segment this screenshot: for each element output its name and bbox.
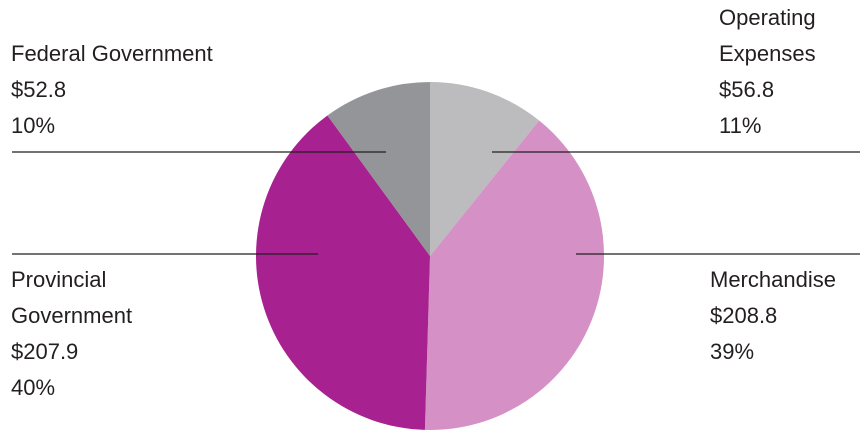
slice-label-operating-expenses: Operating Expenses $56.8 11% — [719, 0, 816, 144]
pie-slice-operating — [430, 82, 540, 256]
slice-name-provincial-line1: Provincial — [11, 267, 107, 292]
leader-lines — [12, 151, 860, 255]
slice-value-merchandise: $208.8 — [710, 303, 778, 328]
slice-name-operating-line2: Expenses — [719, 41, 816, 66]
pie-slice-provincial — [255, 115, 430, 430]
slice-percent-provincial: 40% — [11, 375, 56, 400]
slice-percent-federal: 10% — [11, 113, 56, 138]
slice-percent-merchandise: 39% — [710, 339, 755, 364]
slice-label-provincial-government: Provincial Government $207.9 40% — [11, 262, 132, 406]
pie-slice-merchandise — [424, 120, 604, 430]
slice-label-merchandise: Merchandise $208.8 39% — [710, 262, 836, 370]
slice-percent-operating: 11% — [719, 113, 762, 138]
slice-name-merchandise: Merchandise — [710, 267, 836, 292]
slice-label-federal-government: Federal Government $52.8 10% — [11, 36, 213, 144]
pie-slices — [255, 82, 604, 430]
slice-name-operating-line1: Operating — [719, 5, 816, 30]
pie-slice-federal — [327, 82, 430, 256]
slice-name-provincial-line2: Government — [11, 303, 133, 328]
slice-value-operating: $56.8 — [719, 77, 775, 102]
slice-name-federal: Federal Government — [11, 41, 213, 66]
slice-value-federal: $52.8 — [11, 77, 67, 102]
slice-value-provincial: $207.9 — [11, 339, 79, 364]
